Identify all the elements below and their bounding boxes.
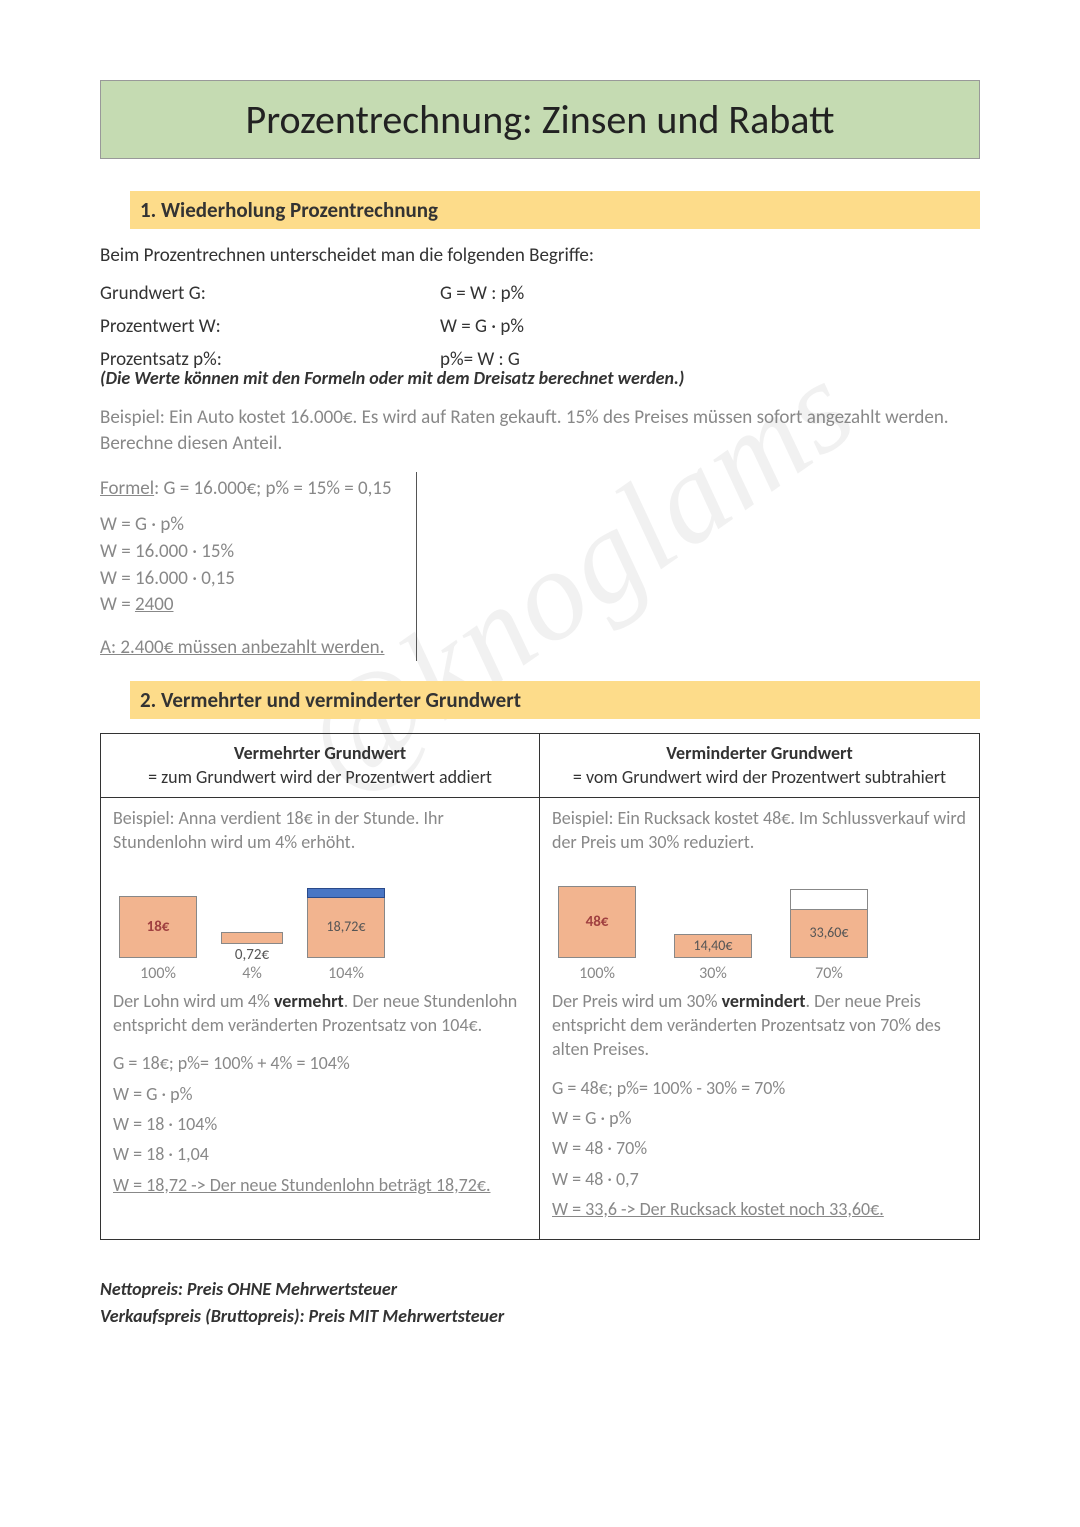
page-content: Prozentrechnung: Zinsen und Rabatt 1. Wi… <box>0 0 1080 1370</box>
right-calc-3: W = 48 · 70% <box>552 1136 967 1160</box>
section1-intro: Beim Prozentrechnen unterscheidet man di… <box>100 243 980 270</box>
bar-100: 18€ <box>119 896 197 958</box>
calc-2: W = 16.000 · 15% <box>100 539 392 566</box>
right-calc-1: G = 48€; p%= 100% - 30% = 70% <box>552 1076 967 1100</box>
col-right-subtitle: = vom Grundwert wird der Prozentwert sub… <box>573 766 946 788</box>
footer-line2: Verkaufspreis (Bruttopreis): Preis MIT M… <box>100 1303 980 1330</box>
def-row-w: Prozentwert W: W = G · p% <box>100 315 980 338</box>
formel-prefix: Formel <box>100 477 154 500</box>
rbar-100: 48€ <box>558 886 636 958</box>
def-formula-w: W = G · p% <box>440 315 524 338</box>
def-formula-g: G = W : p% <box>440 282 524 305</box>
col-left-body: Beispiel: Anna verdient 18€ in der Stund… <box>101 798 539 1215</box>
def-row-g: Grundwert G: G = W : p% <box>100 282 980 305</box>
left-calc-2: W = G · p% <box>113 1082 527 1106</box>
rbar-100-label: 100% <box>579 964 615 983</box>
bar-4-label: 4% <box>242 964 262 983</box>
right-example: Beispiel: Ein Rucksack kostet 48€. Im Sc… <box>552 806 967 855</box>
calc-left: Formel: G = 16.000€; p% = 15% = 0,15 W =… <box>100 472 417 662</box>
col-right: Verminderter Grundwert = vom Grundwert w… <box>540 734 979 1239</box>
col-left-title: Vermehrter Grundwert <box>234 742 406 764</box>
bar-4 <box>221 932 283 944</box>
formel-rest: : G = 16.000€; p% = 15% = 0,15 <box>154 477 392 500</box>
bar-100-label: 100% <box>140 964 176 983</box>
left-desc-bold: vermehrt <box>274 990 344 1012</box>
rbar-70-label: 70% <box>815 964 843 983</box>
left-calc-3: W = 18 · 104% <box>113 1112 527 1136</box>
left-desc: Der Lohn wird um 4% vermehrt. Der neue S… <box>113 989 527 1038</box>
right-desc-pre: Der Preis wird um 30% <box>552 990 722 1012</box>
calc-result-prefix: W = <box>100 593 135 616</box>
col-right-title: Verminderter Grundwert <box>666 742 852 764</box>
bar-104-wrap: 18,72€ 104% <box>307 896 385 983</box>
col-right-header: Verminderter Grundwert = vom Grundwert w… <box>540 734 979 798</box>
col-left-header: Vermehrter Grundwert = zum Grundwert wir… <box>101 734 539 798</box>
bar-104-label: 104% <box>328 964 364 983</box>
section2-header: 2. Vermehrter und verminderter Grundwert <box>130 681 980 719</box>
bar-4-wrap: 0,72€ 4% <box>221 932 283 983</box>
rbar-70-wrap: 33,60€ 70% <box>790 908 868 983</box>
rbar-30-label: 30% <box>699 964 727 983</box>
rbar-30: 14,40€ <box>674 934 752 958</box>
section1-answer: A: 2.400€ müssen anbezahlt werden. <box>100 635 392 662</box>
page-title: Prozentrechnung: Zinsen und Rabatt <box>100 80 980 159</box>
col-left-subtitle: = zum Grundwert wird der Prozentwert add… <box>148 766 492 788</box>
left-calc-1: G = 18€; p%= 100% + 4% = 104% <box>113 1051 527 1075</box>
bar-4-value: 0,72€ <box>235 946 269 964</box>
left-desc-pre: Der Lohn wird um 4% <box>113 990 274 1012</box>
def-label-w: Prozentwert W: <box>100 315 440 338</box>
left-bars: 18€ 100% 0,72€ 4% 18,72€ 104% <box>113 873 527 983</box>
footer-line1: Nettopreis: Preis OHNE Mehrwertsteuer <box>100 1276 980 1303</box>
right-desc: Der Preis wird um 30% vermindert. Der ne… <box>552 989 967 1062</box>
left-example: Beispiel: Anna verdient 18€ in der Stund… <box>113 806 527 855</box>
right-calc-2: W = G · p% <box>552 1106 967 1130</box>
rbar-100-wrap: 48€ 100% <box>558 886 636 983</box>
calc-3: W = 16.000 · 0,15 <box>100 566 392 593</box>
bar-100-wrap: 18€ 100% <box>119 896 197 983</box>
right-result: W = 33,6 -> Der Rucksack kostet noch 33,… <box>552 1197 967 1221</box>
footer: Nettopreis: Preis OHNE Mehrwertsteuer Ve… <box>100 1276 980 1330</box>
calc-box: Formel: G = 16.000€; p% = 15% = 0,15 W =… <box>100 472 980 662</box>
comparison-table: Vermehrter Grundwert = zum Grundwert wir… <box>100 733 980 1240</box>
rbar-70: 33,60€ <box>790 908 868 958</box>
col-right-body: Beispiel: Ein Rucksack kostet 48€. Im Sc… <box>540 798 979 1239</box>
bar-104: 18,72€ <box>307 896 385 958</box>
calc-1: W = G · p% <box>100 512 392 539</box>
right-bars: 48€ 100% 14,40€ 30% 33,60€ 70% <box>552 873 967 983</box>
right-calc-4: W = 48 · 0,7 <box>552 1167 967 1191</box>
calc-result-val: 2400 <box>135 593 174 616</box>
calc-4: W = 2400 <box>100 592 392 619</box>
left-result: W = 18,72 -> Der neue Stundenlohn beträg… <box>113 1173 527 1197</box>
rbar-30-wrap: 14,40€ 30% <box>674 934 752 983</box>
section1-example: Beispiel: Ein Auto kostet 16.000€. Es wi… <box>100 405 980 458</box>
right-desc-bold: vermindert <box>722 990 806 1012</box>
def-label-g: Grundwert G: <box>100 282 440 305</box>
formel-line: Formel: G = 16.000€; p% = 15% = 0,15 <box>100 476 392 503</box>
section1-note: (Die Werte können mit den Formeln oder m… <box>100 367 980 389</box>
left-calc-4: W = 18 · 1,04 <box>113 1142 527 1166</box>
col-left: Vermehrter Grundwert = zum Grundwert wir… <box>101 734 540 1239</box>
section1-header: 1. Wiederholung Prozentrechnung <box>130 191 980 229</box>
